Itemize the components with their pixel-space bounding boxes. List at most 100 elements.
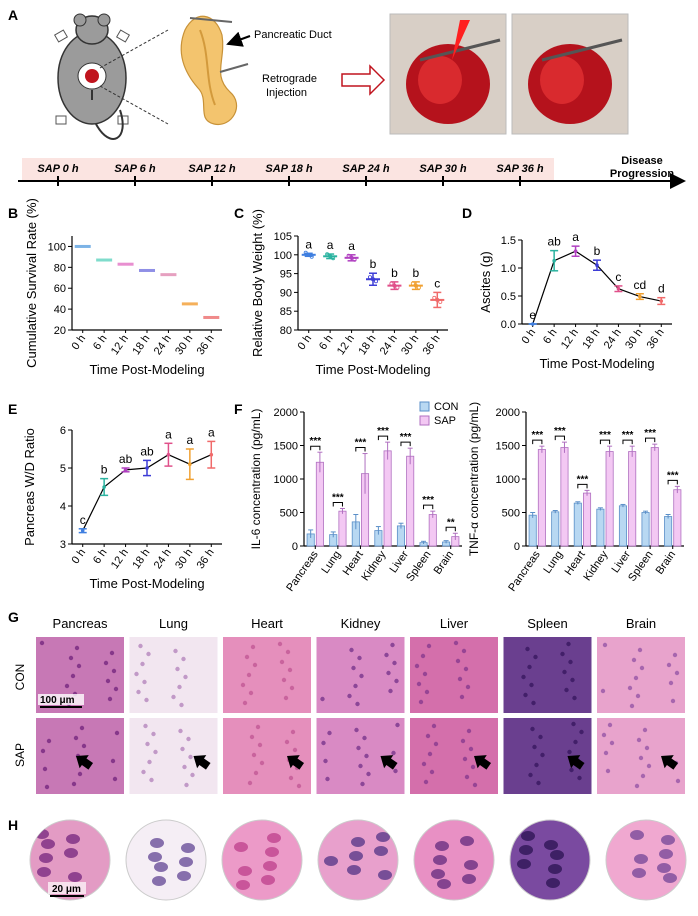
scale-bar-100: 100 μm — [40, 695, 75, 706]
y-axis-label: Ascites (g) — [478, 251, 493, 312]
significance-letter: a — [348, 239, 355, 253]
data-point — [552, 258, 556, 263]
tissue-header: Brain — [626, 616, 656, 631]
y-tick-label: 0 — [292, 541, 298, 553]
survival-mark — [160, 273, 177, 277]
panel-letter-h: H — [8, 817, 18, 833]
x-tick-label: 12 h — [335, 333, 357, 357]
significance-stars: *** — [667, 470, 679, 481]
y-axis-label: Cumulative Survival Rate (%) — [24, 198, 39, 368]
y-tick-label: 3 — [60, 539, 66, 551]
timeline-label: SAP 6 h — [114, 163, 155, 175]
significance-letter: c — [434, 276, 440, 290]
bar-con — [641, 512, 650, 547]
bar-con — [528, 514, 537, 547]
bar-sap — [560, 447, 569, 547]
legend-label: CON — [434, 401, 459, 413]
survival-mark — [139, 268, 155, 272]
significance-letter: ab — [140, 444, 154, 458]
legend-swatch — [419, 415, 430, 426]
y-tick-label: 100 — [274, 250, 292, 262]
bar-con — [396, 525, 405, 547]
bar-sap — [428, 514, 437, 547]
panel-letter: C — [234, 205, 244, 221]
x-tick-label: 12 h — [559, 327, 581, 351]
significance-stars: *** — [644, 428, 656, 439]
survival-mark — [117, 262, 134, 266]
tissue-header: Liver — [440, 616, 469, 631]
scale-bar-20: 20 μm — [52, 884, 81, 895]
timeline-label: SAP 24 h — [342, 163, 390, 175]
lesion-arrow-icon — [474, 755, 492, 770]
y-tick-label: 1000 — [496, 474, 520, 486]
significance-letter: a — [208, 425, 215, 439]
con-tissue-image — [223, 637, 311, 713]
significance-letter: c — [80, 513, 86, 527]
y-tick-label: 1.0 — [501, 263, 516, 275]
x-tick-label: 30 h — [399, 333, 421, 357]
x-tick-label: 0 h — [70, 333, 89, 352]
x-tick-label: 36 h — [645, 327, 667, 351]
data-point — [616, 286, 621, 291]
timeline-band — [22, 158, 554, 180]
significance-stars: *** — [531, 430, 543, 441]
x-tick-label: 24 h — [152, 333, 174, 357]
lesion-arrow-icon — [76, 755, 94, 770]
x-axis-label: Time Post-Modeling — [315, 362, 430, 377]
lesion-arrow-icon — [380, 755, 398, 770]
x-tick-label: 6 h — [91, 333, 110, 352]
significance-letter: b — [101, 463, 108, 477]
timeline-label: SAP 0 h — [37, 163, 78, 175]
y-tick-label: 0 — [514, 541, 520, 553]
data-point — [573, 249, 578, 253]
lesion-arrow-icon — [193, 755, 211, 770]
y-tick-label: 500 — [502, 508, 520, 520]
survival-mark — [74, 244, 91, 248]
significance-stars: *** — [377, 426, 389, 437]
x-tick-label: Kidney — [359, 548, 388, 583]
pancreas-illustration — [180, 15, 238, 125]
x-tick-label: 0 h — [520, 327, 539, 346]
panel-letter-a: A — [8, 7, 18, 23]
x-tick-label: 18 h — [130, 333, 152, 357]
y-tick-label: 95 — [280, 269, 292, 281]
significance-letter: a — [165, 427, 172, 441]
bar-con — [573, 502, 582, 547]
y-tick-label: 1500 — [496, 441, 520, 453]
significance-letter: cd — [634, 278, 647, 292]
y-tick-label: 6 — [60, 425, 66, 437]
tissue-header: Pancreas — [53, 616, 108, 631]
bar-sap — [673, 489, 682, 547]
con-tissue-image — [129, 637, 218, 713]
bar-sap — [628, 451, 637, 547]
y-tick-label: 0.5 — [501, 291, 516, 303]
y-tick-label: 4 — [60, 501, 66, 513]
y-tick-label: 60 — [54, 283, 66, 295]
panel-letter: D — [462, 205, 472, 221]
data-point — [188, 462, 192, 467]
label-retrograde: Retrograde — [262, 73, 317, 85]
significance-letter: b — [370, 257, 377, 271]
significance-letter: b — [391, 266, 398, 280]
hollow-arrow-icon — [341, 64, 386, 96]
survival-mark — [181, 302, 198, 306]
data-point — [145, 466, 149, 470]
y-tick-label: 5 — [60, 463, 66, 475]
y-tick-label: 1500 — [274, 441, 298, 453]
bar-sap — [338, 510, 347, 547]
bar-sap — [605, 451, 614, 547]
mouse-illustration — [53, 13, 131, 140]
y-tick-label: 1.5 — [501, 235, 516, 247]
significance-stars: *** — [355, 438, 367, 449]
zoom-circle — [221, 819, 303, 901]
panel-h: H 20 μm — [8, 817, 687, 901]
significance-letter: e — [529, 308, 536, 322]
panel-letter: F — [234, 401, 243, 417]
x-tick-label: Pancreas — [506, 548, 543, 593]
tissue-header: Spleen — [527, 616, 567, 631]
significance-letter: a — [187, 433, 194, 447]
significance-stars: ** — [447, 517, 455, 528]
y-axis-label: Pancreas W/D Ratio — [22, 428, 37, 546]
x-tick-label: 30 h — [173, 547, 195, 571]
